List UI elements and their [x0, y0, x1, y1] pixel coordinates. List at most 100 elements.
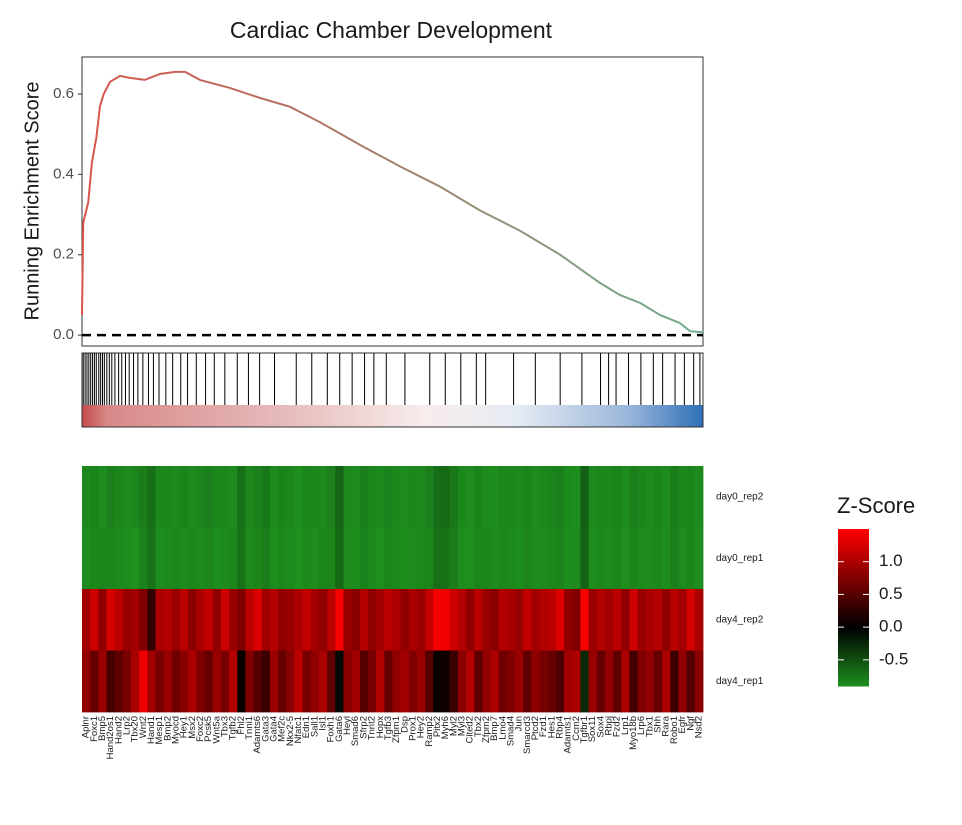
column-label: Tgfbr1	[579, 716, 590, 743]
heatmap-cell	[670, 527, 679, 590]
heatmap-cell	[392, 527, 402, 590]
colorbar-step	[838, 583, 869, 588]
column-label: Wnt2	[138, 716, 149, 738]
heatmap-cell	[327, 466, 336, 528]
heatmap-cell	[400, 466, 410, 528]
column-label: Tbx2	[473, 716, 484, 737]
heatmap-cell	[302, 527, 312, 590]
heatmap-cell	[253, 589, 263, 651]
heatmap-cell	[376, 466, 385, 528]
column-label: Bmp7	[489, 716, 500, 741]
colorbar-step	[838, 667, 869, 671]
heatmap-cell	[621, 466, 630, 528]
column-label: Pcsk5	[203, 716, 214, 742]
heatmap-cell	[302, 466, 312, 528]
heatmap-cell	[196, 650, 205, 713]
heatmap-cell	[155, 589, 165, 651]
heatmap-cell	[506, 466, 516, 528]
colorbar-label: 0.5	[879, 584, 903, 603]
column-label: Hopx	[375, 716, 386, 738]
colorbar-step	[838, 570, 869, 574]
heatmap-cell	[474, 527, 483, 590]
chart-title: Cardiac Chamber Development	[230, 17, 553, 43]
heatmap-cell	[204, 589, 214, 651]
heatmap-cell	[318, 527, 328, 590]
heatmap-cell	[482, 589, 491, 651]
column-label: Rbp4	[555, 716, 566, 739]
heatmap-cell	[490, 466, 500, 528]
heatmap-cell	[433, 527, 442, 590]
heatmap-cell	[261, 589, 271, 651]
heatmap-cell	[261, 650, 271, 713]
heatmap-cell	[498, 466, 508, 528]
heatmap-cell	[686, 650, 696, 713]
colorbar-step	[838, 549, 869, 554]
column-label: Hey2	[416, 716, 427, 738]
heatmap-cell	[204, 527, 214, 590]
heatmap-cell	[629, 466, 639, 528]
heatmap-cell	[286, 527, 295, 590]
heatmap-cell	[106, 650, 116, 713]
heatmap-cell	[180, 527, 189, 590]
heatmap-cell	[678, 466, 688, 528]
column-label: Tgfb3	[383, 716, 394, 740]
heatmap-cell	[155, 650, 165, 713]
heatmap-cell	[392, 650, 402, 713]
heatmap-cell	[572, 527, 581, 590]
heatmap-cell	[645, 589, 655, 651]
heatmap-cell	[604, 527, 614, 590]
heatmap-cell	[417, 589, 426, 651]
heatmap-cell	[98, 650, 107, 713]
heatmap-cell	[294, 466, 304, 528]
column-label: Edn1	[301, 716, 312, 738]
heatmap-cell	[662, 527, 671, 590]
column-label: Nsd2	[693, 716, 704, 738]
heatmap-cell	[237, 589, 246, 651]
heatmap-cell	[245, 466, 254, 528]
heatmap-cell	[196, 589, 205, 651]
colorbar-step	[838, 615, 869, 619]
heatmap-cell	[131, 589, 140, 651]
column-label: Egfr	[677, 716, 688, 733]
column-label: Tgfb2	[228, 716, 239, 740]
heatmap-cell	[417, 527, 426, 590]
heatmap-cell	[580, 589, 590, 651]
heatmap-cell	[310, 466, 320, 528]
heatmap-cell	[155, 466, 165, 528]
heatmap-cell	[547, 589, 557, 651]
heatmap-cell	[131, 650, 140, 713]
heatmap-cell	[515, 466, 524, 528]
heatmap-cell	[449, 589, 459, 651]
heatmap-cell	[564, 527, 573, 590]
heatmap-cell	[147, 650, 156, 713]
heatmap-cell	[114, 589, 124, 651]
heatmap-cell	[90, 527, 99, 590]
colorbar-step	[838, 636, 869, 640]
column-label: Isl1	[318, 716, 329, 731]
heatmap-cell	[506, 527, 516, 590]
heatmap-cell	[539, 589, 549, 651]
heatmap-cell	[621, 650, 630, 713]
heatmap-cell	[237, 466, 246, 528]
heatmap-cell	[359, 466, 369, 528]
colorbar-step	[838, 657, 869, 661]
heatmap-cell	[670, 466, 679, 528]
column-label: Foxc1	[89, 716, 100, 742]
heatmap-cell	[441, 527, 451, 590]
heatmap-cell	[131, 527, 140, 590]
column-label: Shh	[653, 716, 664, 733]
heatmap-cell	[531, 527, 540, 590]
heatmap-cell	[359, 527, 369, 590]
heatmap-cell	[408, 650, 418, 713]
heatmap-cell	[637, 466, 647, 528]
row-label: day0_rep2	[716, 491, 764, 502]
heatmap-cell	[294, 527, 304, 590]
row-label: day4_rep1	[716, 676, 764, 687]
heatmap-cell	[580, 527, 590, 590]
heatmap-cell	[367, 527, 377, 590]
column-label: Ramp2	[424, 716, 435, 747]
heatmap-cell	[482, 650, 491, 713]
heatmap-cell	[441, 466, 451, 528]
heatmap-cell	[441, 589, 451, 651]
heatmap-cell	[343, 466, 353, 528]
